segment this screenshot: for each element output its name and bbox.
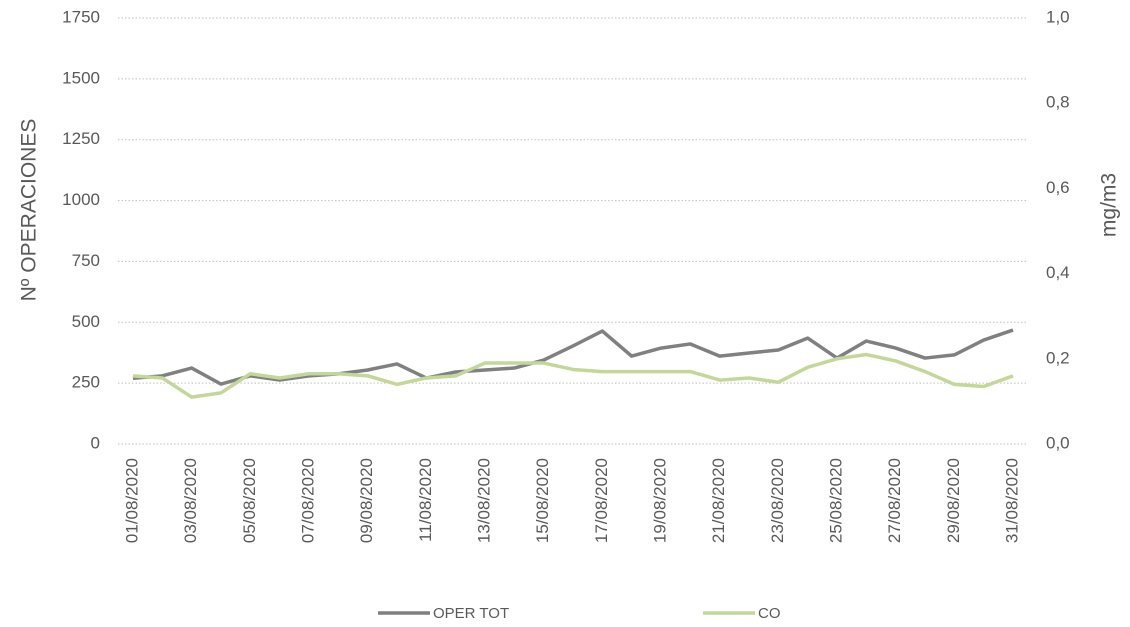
y-tick-label: 1000	[62, 190, 100, 209]
y2-tick-label: 0,0	[1046, 433, 1070, 452]
y2-tick-label: 0,8	[1046, 93, 1070, 112]
x-tick-label: 13/08/2020	[474, 458, 493, 543]
x-tick-label: 15/08/2020	[533, 458, 552, 543]
x-tick-label: 05/08/2020	[240, 458, 259, 543]
y-tick-label: 0	[91, 433, 100, 452]
series-line	[132, 328, 1014, 386]
series-line	[132, 352, 1014, 399]
x-tick-label: 09/08/2020	[357, 458, 376, 543]
x-tick-label: 25/08/2020	[826, 458, 845, 543]
x-tick-label: 27/08/2020	[885, 458, 904, 543]
y-tick-label: 250	[72, 373, 100, 392]
y-tick-label: 1500	[62, 68, 100, 87]
x-tick-label: 31/08/2020	[1002, 458, 1021, 543]
x-tick-label: 03/08/2020	[181, 458, 200, 543]
x-tick-label: 21/08/2020	[709, 458, 728, 543]
x-tick-label: 17/08/2020	[592, 458, 611, 543]
legend-label: OPER TOT	[433, 605, 509, 622]
x-tick-label: 01/08/2020	[122, 458, 141, 543]
y-axis-title: Nº OPERACIONES	[18, 119, 41, 302]
x-tick-label: 23/08/2020	[768, 458, 787, 543]
x-tick-label: 29/08/2020	[944, 458, 963, 543]
y2-tick-label: 0,2	[1046, 348, 1070, 367]
y-tick-label: 1250	[62, 129, 100, 148]
y2-tick-label: 1,0	[1046, 7, 1070, 26]
y-tick-label: 750	[72, 251, 100, 270]
x-tick-label: 11/08/2020	[416, 458, 435, 542]
legend-label: CO	[758, 605, 781, 622]
y-tick-label: 1750	[62, 7, 100, 26]
y2-tick-label: 0,4	[1046, 263, 1070, 282]
y2-tick-label: 0,6	[1046, 178, 1070, 197]
y2-axis-title: mg/m3	[1098, 173, 1121, 237]
x-tick-label: 07/08/2020	[298, 458, 317, 543]
y-tick-label: 500	[72, 312, 100, 331]
x-tick-label: 19/08/2020	[650, 458, 669, 543]
